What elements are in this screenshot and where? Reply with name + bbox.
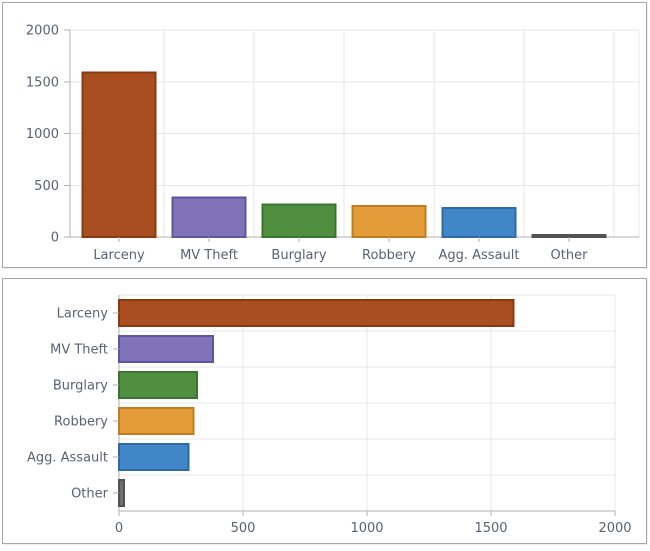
x-tick-label: 1000 [350, 521, 383, 536]
bar-agg-assault[interactable] [118, 443, 190, 471]
bar-burglary[interactable] [261, 203, 337, 239]
category-label-agg-assault: Agg. Assault [438, 248, 519, 263]
bar-larceny[interactable] [118, 299, 515, 327]
category-label-larceny: Larceny [93, 248, 145, 263]
bar-mv-theft[interactable] [171, 196, 247, 238]
x-tick-label: 500 [231, 521, 256, 536]
category-label-larceny: Larceny [57, 307, 109, 322]
bar-other[interactable] [531, 233, 607, 238]
y-tick-label: 1000 [26, 127, 59, 142]
y-tick-label: 500 [34, 179, 59, 194]
x-tick-label: 1500 [474, 521, 507, 536]
bar-agg-assault[interactable] [441, 207, 517, 239]
category-label-robbery: Robbery [54, 415, 108, 430]
x-tick-label: 0 [115, 521, 123, 536]
category-label-robbery: Robbery [362, 248, 416, 263]
category-label-mv-theft: MV Theft [180, 248, 238, 263]
column-chart-panel: 0 500 1000 1500 2000 Larceny MV Theft Burglary R… [2, 2, 647, 268]
category-label-burglary: Burglary [53, 379, 108, 394]
bar-robbery[interactable] [118, 407, 195, 435]
bar-chart: 0 500 1000 1500 2000 Larceny MV Theft Burglary R… [27, 294, 632, 536]
bar-burglary[interactable] [118, 371, 199, 399]
y-tick-label: 0 [51, 231, 59, 246]
bar-other[interactable] [118, 479, 125, 507]
bar-robbery[interactable] [351, 204, 427, 238]
bar-larceny[interactable] [81, 71, 157, 238]
category-label-mv-theft: MV Theft [50, 343, 108, 358]
category-label-other: Other [551, 248, 589, 263]
category-label-other: Other [71, 487, 109, 502]
y-tick-label: 2000 [26, 24, 59, 39]
bar-mv-theft[interactable] [118, 335, 215, 363]
x-tick-label: 2000 [598, 521, 631, 536]
column-chart: 0 500 1000 1500 2000 Larceny MV Theft Burglary R… [26, 24, 640, 263]
y-tick-label: 1500 [26, 75, 59, 90]
bar-chart-panel: 0 500 1000 1500 2000 Larceny MV Theft Burglary R… [2, 278, 647, 544]
category-label-agg-assault: Agg. Assault [27, 451, 108, 466]
category-label-burglary: Burglary [271, 248, 326, 263]
